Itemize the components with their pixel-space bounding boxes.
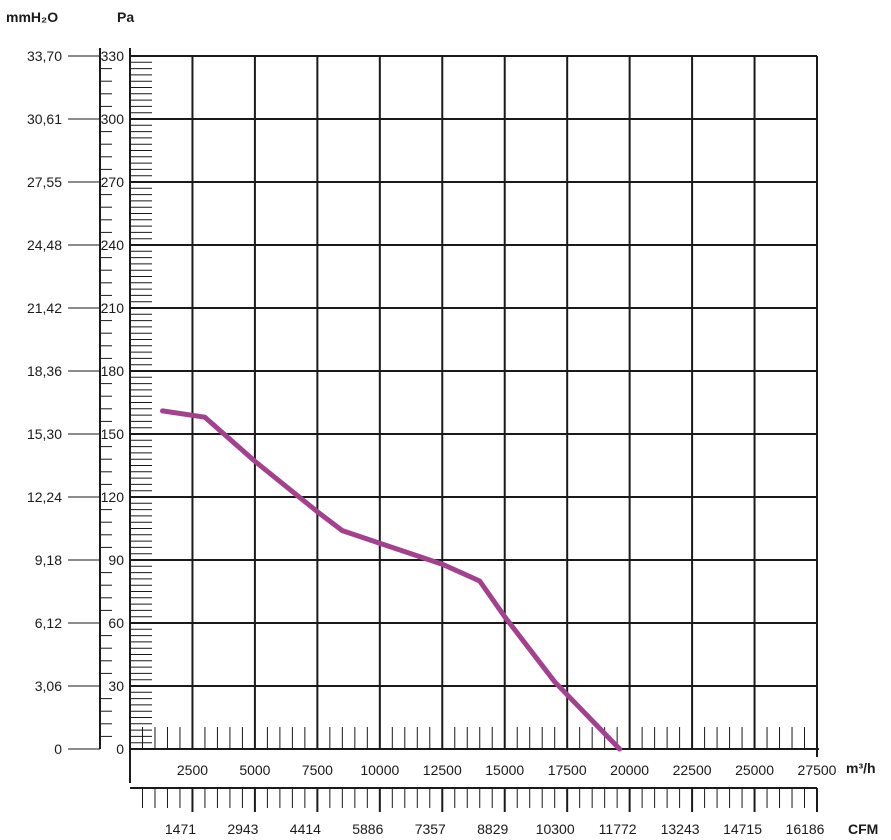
axes (68, 48, 819, 789)
x-tick-label: 10000 (360, 762, 399, 778)
y-tick-label: 30 (108, 678, 124, 694)
y-tick-label: 270 (101, 174, 125, 190)
x-unit-label: m³/h (846, 760, 876, 776)
y-tick-label: 0 (116, 741, 124, 757)
x2-tick-label: 5886 (352, 821, 383, 837)
y-tick-label: 330 (101, 48, 125, 64)
y2-tick-label: 21,42 (27, 300, 62, 316)
series-layer (160, 408, 623, 752)
x-tick-label: 20000 (610, 762, 649, 778)
grid (130, 55, 818, 749)
series-line (160, 408, 623, 752)
x-tick-label: 7500 (302, 762, 333, 778)
x-tick-label: 25000 (735, 762, 774, 778)
y2-tick-label: 3,06 (35, 678, 62, 694)
y-tick-label: 90 (108, 552, 124, 568)
y2-unit-label: mmH₂O (6, 9, 58, 25)
x-tick-label: 15000 (485, 762, 524, 778)
x2-tick-label: 4414 (290, 821, 321, 837)
y-tick-label: 60 (108, 615, 124, 631)
tick-labels: 0 30 60 90 120 150 180 210 240 270 300 330 0 3,06 6,12… (27, 48, 837, 837)
y2-tick-label: 24,48 (27, 237, 62, 253)
y-unit-label: Pa (117, 9, 134, 25)
x-tick-label: 12500 (423, 762, 462, 778)
x-tick-label: 22500 (673, 762, 712, 778)
y2-tick-label: 33,70 (27, 48, 62, 64)
x-tick-label: 2500 (177, 762, 208, 778)
y-tick-label: 210 (101, 300, 125, 316)
y2-tick-label: 27,55 (27, 174, 62, 190)
y-tick-label: 150 (101, 426, 125, 442)
x-tick-label: 17500 (548, 762, 587, 778)
x2-tick-label: 8829 (477, 821, 508, 837)
y2-tick-label: 9,18 (35, 552, 62, 568)
y2-tick-label: 30,61 (27, 111, 62, 127)
x2-tick-label: 1471 (165, 821, 196, 837)
x2-unit-label: CFM (848, 821, 878, 837)
x2-tick-label: 7357 (415, 821, 446, 837)
y2-tick-label: 6,12 (35, 615, 62, 631)
y-tick-label: 120 (101, 489, 125, 505)
y-tick-label: 240 (101, 237, 125, 253)
x2-tick-label: 16186 (786, 821, 825, 837)
y-tick-label: 300 (101, 111, 125, 127)
y2-tick-label: 0 (54, 741, 62, 757)
x2-tick-label: 14715 (723, 821, 762, 837)
x2-tick-label: 13243 (661, 821, 700, 837)
x2-tick-label: 10300 (536, 821, 575, 837)
y2-tick-label: 15,30 (27, 426, 62, 442)
x2-tick-label: 2943 (227, 821, 258, 837)
y2-tick-label: 12,24 (27, 489, 62, 505)
x-tick-label: 27500 (798, 762, 837, 778)
x-tick-label: 5000 (239, 762, 270, 778)
y-tick-label: 180 (101, 363, 125, 379)
x2-tick-label: 11772 (599, 821, 637, 837)
y2-tick-label: 18,36 (27, 363, 62, 379)
minor-ticks (100, 61, 818, 812)
